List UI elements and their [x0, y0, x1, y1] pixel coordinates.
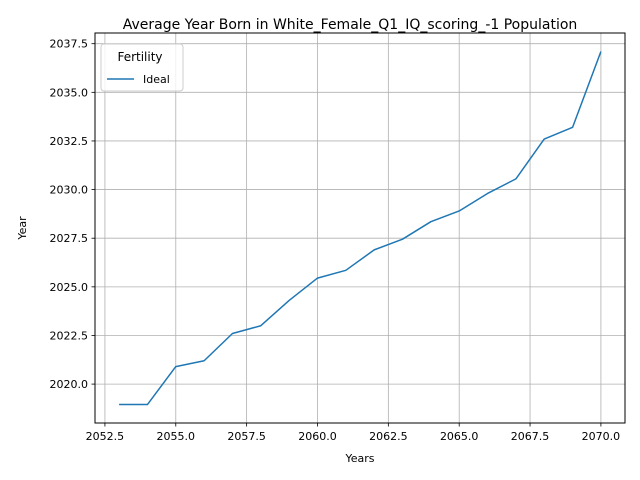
y-tick-label: 2030.0	[50, 184, 89, 197]
y-axis-ticks: 2020.0 2022.5 2025.0 2027.5 2030.0 2032.5 2035…	[50, 38, 95, 391]
series-line-ideal	[119, 51, 602, 406]
chart-title: Average Year Born in White_Female_Q1_IQ_…	[123, 17, 578, 33]
grid-lines	[95, 33, 625, 423]
y-tick-label: 2035.0	[50, 86, 89, 99]
x-tick-label: 2062.5	[369, 430, 408, 443]
y-axis-label: Year	[16, 216, 29, 241]
x-tick-label: 2052.5	[86, 430, 125, 443]
legend: Fertility Ideal	[100, 43, 184, 92]
y-tick-label: 2020.0	[50, 378, 89, 391]
x-tick-label: 2057.5	[227, 430, 266, 443]
y-tick-label: 2022.5	[50, 329, 89, 342]
x-tick-label: 2055.0	[157, 430, 196, 443]
y-tick-label: 2037.5	[50, 38, 89, 51]
x-tick-label: 2060.0	[298, 430, 337, 443]
x-axis-label: Years	[344, 452, 374, 465]
x-axis-ticks: 2052.5 2055.0 2057.5 2060.0 2062.5 2065.0 2067…	[86, 423, 620, 443]
legend-label-ideal: Ideal	[143, 73, 170, 86]
series-layer	[119, 51, 602, 406]
y-tick-label: 2027.5	[50, 232, 89, 245]
x-tick-label: 2070.0	[582, 430, 621, 443]
plot-frame	[94, 32, 626, 424]
x-tick-label: 2067.5	[511, 430, 550, 443]
y-tick-label: 2025.0	[50, 281, 89, 294]
y-tick-label: 2032.5	[50, 135, 89, 148]
x-tick-label: 2065.0	[440, 430, 479, 443]
legend-title: Fertility	[117, 50, 162, 64]
